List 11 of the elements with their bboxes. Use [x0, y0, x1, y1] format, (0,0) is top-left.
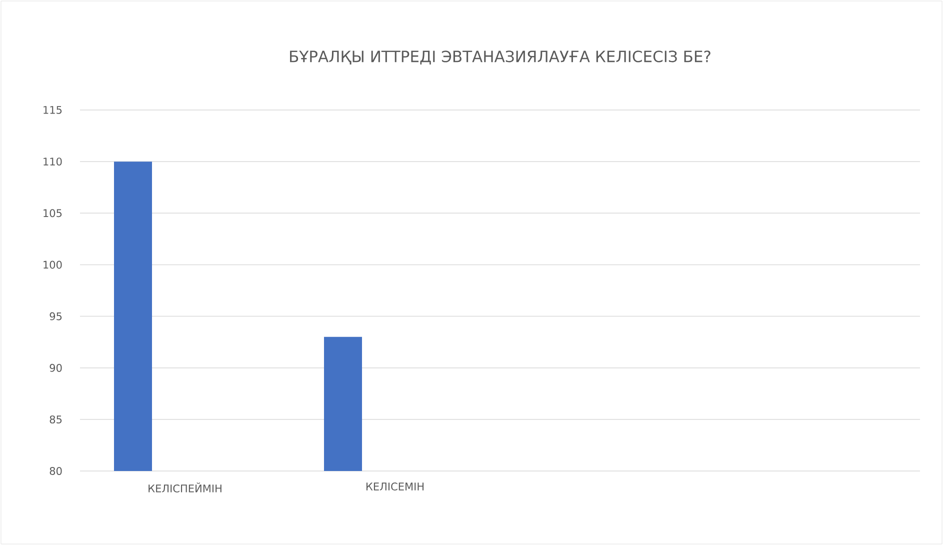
y-tick-label: 115	[44, 106, 62, 114]
y-tick-label: 105	[44, 209, 62, 218]
y-tick-label: 95	[50, 312, 62, 320]
x-tick-label: КЕЛІСЕМІН	[366, 482, 424, 490]
chart-title: БҰРАЛҚЫ ИТТРЕДІ ЭВТАНАЗИЯЛАУҒА КЕЛІСЕСІЗ БЕ?	[290, 50, 710, 64]
y-tick-label: 85	[50, 415, 62, 424]
y-tick-label: 90	[50, 364, 62, 372]
y-tick-label: 110	[44, 158, 62, 166]
x-tick-label: КЕЛІСПЕЙМІН	[148, 482, 222, 492]
y-tick-label: 100	[44, 260, 62, 269]
y-tick-label: 80	[50, 467, 62, 475]
